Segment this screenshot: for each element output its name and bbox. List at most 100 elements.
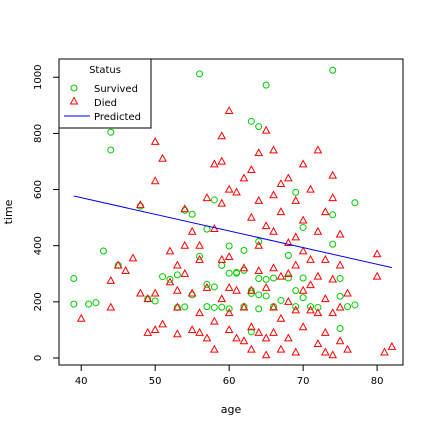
- died-point: [232, 333, 241, 342]
- y-tick-label: 600: [33, 180, 44, 199]
- survived-point: [299, 223, 307, 231]
- died-point: [261, 125, 271, 134]
- died-point: [328, 350, 338, 359]
- died-point: [165, 246, 175, 255]
- died-point: [210, 316, 219, 325]
- x-tick-label: 70: [297, 376, 310, 387]
- died-point: [298, 246, 308, 255]
- y-tick-label: 1000: [33, 65, 44, 90]
- legend-survived-label: Survived: [94, 84, 138, 95]
- died-point: [254, 240, 264, 249]
- legend: Status Survived Died Predicted: [58, 58, 152, 129]
- died-point: [239, 173, 249, 182]
- died-point: [224, 184, 234, 193]
- x-tick-label: 40: [75, 376, 88, 387]
- died-point: [150, 288, 160, 297]
- survived-point: [351, 199, 359, 207]
- survived-point: [70, 300, 78, 308]
- survived-point: [247, 328, 255, 336]
- died-point: [313, 339, 323, 348]
- died-point: [173, 285, 182, 294]
- died-point: [187, 226, 197, 235]
- survived-point: [255, 275, 263, 283]
- died-point: [180, 204, 190, 213]
- died-point: [217, 131, 227, 140]
- died-point: [121, 266, 130, 275]
- died-point: [165, 277, 175, 286]
- died-point: [247, 285, 256, 294]
- survived-point: [233, 269, 241, 277]
- died-point: [210, 344, 219, 353]
- survived-point: [329, 211, 337, 219]
- survived-point: [203, 225, 211, 233]
- survived-point: [181, 303, 189, 311]
- died-point: [328, 274, 338, 283]
- died-point: [187, 288, 197, 297]
- died-point: [320, 207, 330, 216]
- died-point: [232, 285, 241, 294]
- survived-point: [292, 188, 300, 196]
- survived-point: [188, 210, 196, 218]
- x-tick-label: 80: [371, 376, 384, 387]
- predicted-line: [73, 195, 393, 269]
- died-point: [217, 254, 227, 263]
- survived-point: [166, 275, 174, 283]
- survived-point: [99, 247, 107, 255]
- died-point: [283, 268, 293, 277]
- survived-point: [225, 269, 233, 277]
- died-point: [113, 260, 123, 269]
- died-point: [143, 327, 153, 336]
- died-point: [269, 263, 278, 272]
- died-point: [291, 195, 301, 204]
- legend-predicted-label: Predicted: [94, 112, 141, 123]
- survived-point: [159, 273, 167, 281]
- survived-point: [292, 303, 300, 311]
- died-point: [298, 215, 308, 224]
- died-point: [306, 254, 315, 263]
- survived-point: [218, 303, 226, 311]
- died-point: [254, 327, 264, 336]
- survived-point: [336, 325, 344, 333]
- died-point: [269, 226, 278, 235]
- survived-point: [255, 291, 263, 299]
- died-point: [372, 271, 382, 280]
- survived-point: [284, 252, 292, 260]
- died-point: [217, 156, 227, 165]
- died-point: [239, 336, 249, 345]
- died-point: [136, 288, 145, 297]
- died-point: [254, 148, 264, 157]
- survived-point: [329, 240, 337, 248]
- survived-point: [277, 296, 285, 304]
- died-point: [158, 319, 167, 328]
- y-axis-label: time: [2, 199, 15, 224]
- x-axis-label: age: [221, 403, 242, 416]
- died-point: [283, 296, 293, 305]
- survived-point: [107, 146, 115, 154]
- died-point: [173, 329, 182, 338]
- survived-point: [351, 301, 359, 309]
- died-point: [387, 341, 397, 350]
- died-point: [269, 145, 278, 154]
- died-point: [128, 253, 138, 262]
- died-point: [195, 254, 204, 263]
- died-point: [187, 325, 197, 334]
- died-point: [320, 254, 330, 263]
- survived-point: [151, 297, 159, 305]
- survived-point: [299, 274, 307, 282]
- died-point: [232, 187, 241, 196]
- died-point: [283, 333, 293, 342]
- survived-point: [262, 81, 270, 89]
- died-point: [335, 260, 345, 269]
- survived-point: [92, 299, 100, 307]
- died-point: [261, 350, 271, 359]
- survived-point: [203, 280, 211, 288]
- died-point: [335, 336, 345, 345]
- died-point: [195, 240, 204, 249]
- survived-point: [196, 252, 204, 260]
- died-point: [261, 221, 271, 230]
- died-point: [276, 344, 286, 353]
- survived-point: [225, 242, 233, 250]
- died-point: [343, 344, 352, 353]
